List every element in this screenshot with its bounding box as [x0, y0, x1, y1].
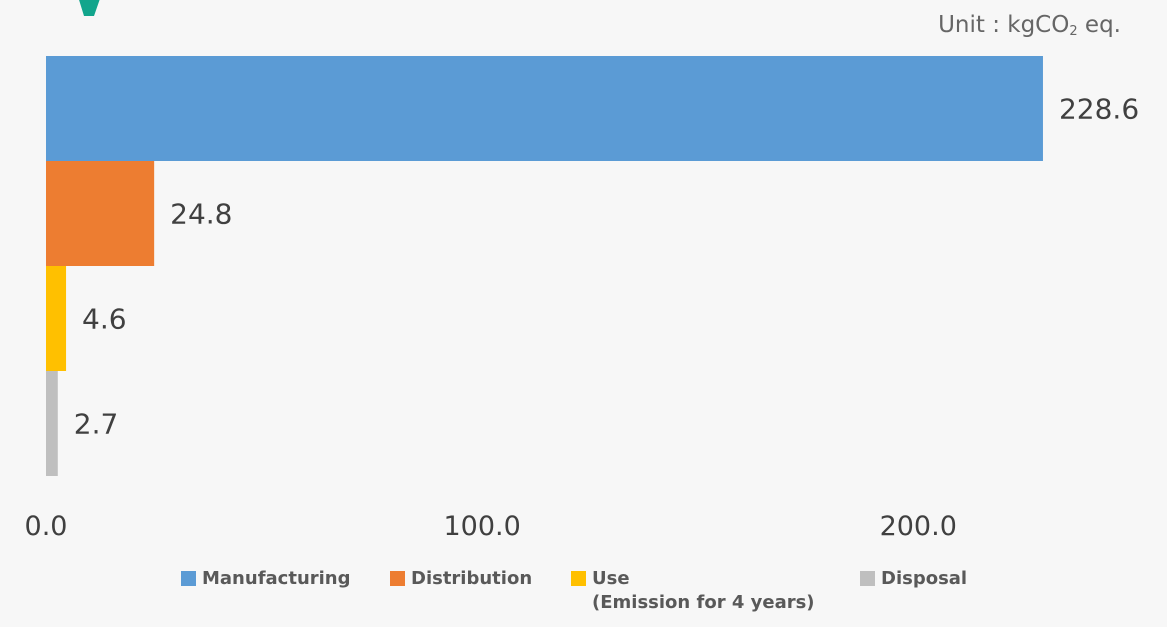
unit-suffix: eq. [1077, 12, 1121, 38]
value-label-use: 4.6 [82, 303, 127, 336]
legend-swatch-distribution [390, 571, 405, 586]
legend-label-distribution: Distribution [411, 568, 533, 589]
bars-group [46, 56, 1043, 476]
legend-swatch-disposal [860, 571, 875, 586]
unit-prefix: Unit : kgCO [938, 12, 1070, 38]
x-tick-label-2: 200.0 [880, 511, 957, 542]
x-tick-labels-group: 0.0 100.0 200.0 [25, 511, 957, 542]
legend-item-manufacturing: Manufacturing [181, 567, 351, 591]
legend-swatch-use [571, 571, 586, 586]
value-label-manufacturing: 228.6 [1059, 93, 1139, 126]
value-labels-group: 228.6 24.8 4.6 2.7 [74, 93, 1139, 441]
bar-disposal [46, 371, 58, 476]
value-label-distribution: 24.8 [170, 198, 232, 231]
unit-label: Unit : kgCO2 eq. [938, 12, 1121, 39]
title-glyph [79, 0, 100, 16]
legend-label-manufacturing: Manufacturing [202, 568, 351, 589]
x-tick-label-0: 0.0 [25, 511, 68, 542]
x-tick-label-1: 100.0 [443, 511, 520, 542]
legend-item-distribution: Distribution [390, 567, 532, 591]
legend: Manufacturing Distribution Use (Emission… [181, 567, 1081, 627]
legend-sublabel-use: (Emission for 4 years) [592, 592, 815, 613]
unit-subscript: 2 [1069, 24, 1078, 39]
legend-label-disposal: Disposal [881, 568, 968, 589]
bar-use [46, 266, 67, 371]
bar-distribution [46, 161, 155, 266]
legend-swatch-manufacturing [181, 571, 196, 586]
legend-label-use: Use [592, 568, 630, 589]
title-fragment [79, 0, 100, 16]
legend-item-use: Use (Emission for 4 years) [571, 567, 815, 615]
bar-chart: 228.6 24.8 4.6 2.7 0.0 100.0 200.0 [25, 56, 1139, 542]
legend-item-disposal: Disposal [860, 567, 967, 591]
bar-manufacturing [46, 56, 1043, 161]
value-label-disposal: 2.7 [74, 408, 119, 441]
